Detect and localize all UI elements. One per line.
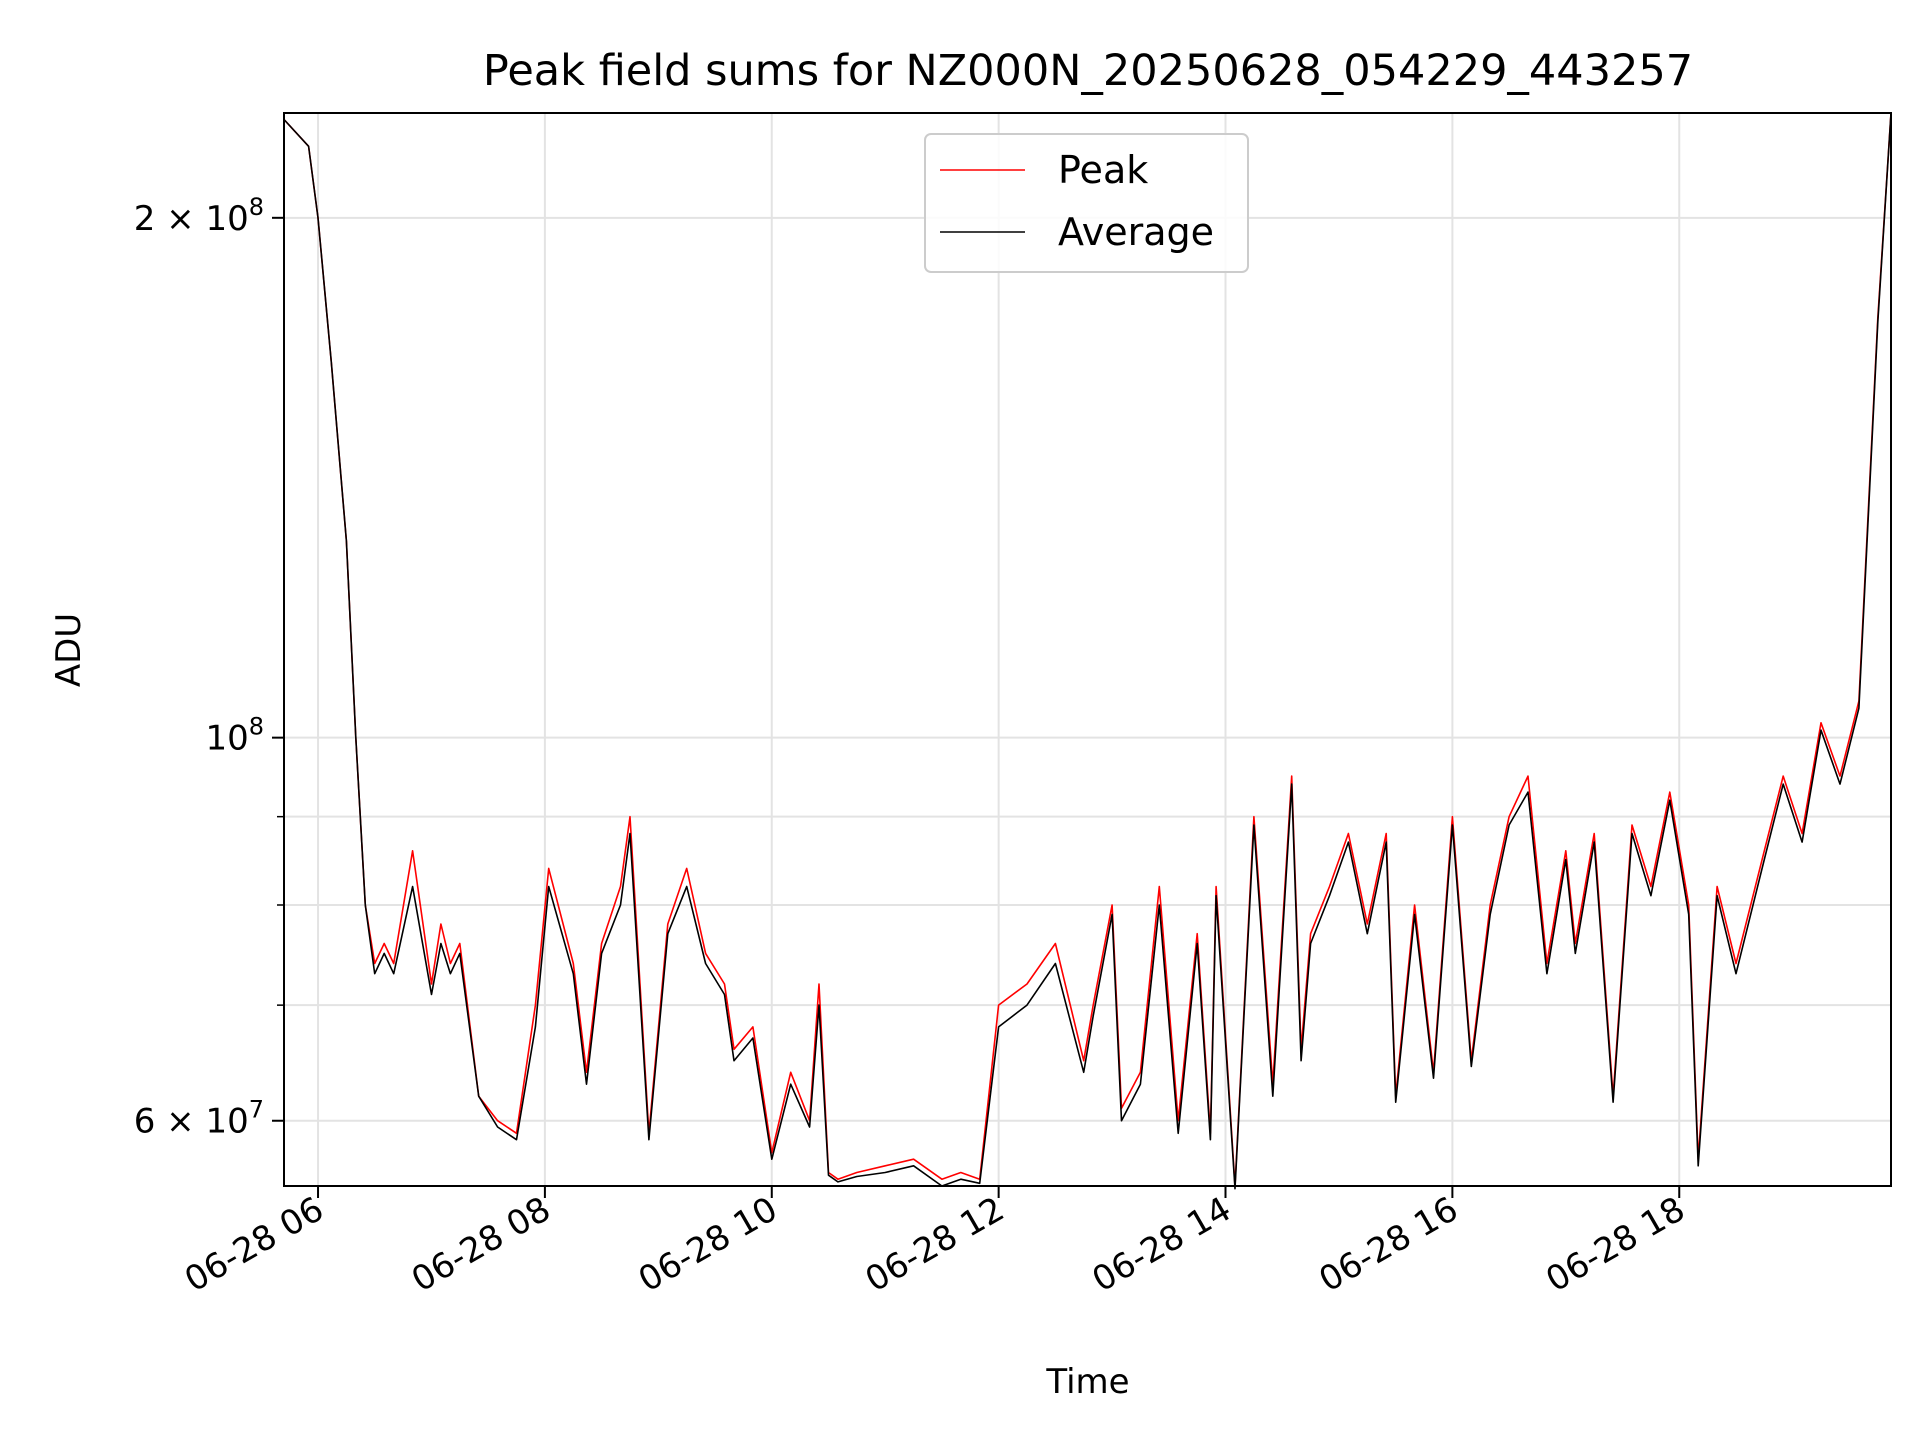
y-tick-label: 2 × 108: [134, 193, 264, 239]
y-tick-base: 6 × 10: [134, 1102, 249, 1142]
series-line-average: [283, 112, 1892, 1190]
y-tick-base: 10: [205, 719, 248, 759]
legend: Peak Average: [924, 133, 1249, 273]
y-tick-base: 2 × 10: [134, 199, 249, 239]
y-tick-exponent: 7: [249, 1096, 264, 1124]
y-axis-label: ADU: [49, 613, 89, 687]
y-tick-exponent: 8: [249, 193, 264, 221]
y-tick-label: 6 × 107: [134, 1096, 264, 1142]
legend-box: [924, 133, 1249, 273]
x-axis-label: Time: [1045, 1362, 1129, 1402]
series-layer: [283, 112, 1892, 1190]
y-tick-label: 108: [205, 713, 264, 759]
chart-title: Peak field sums for NZ000N_20250628_0542…: [483, 46, 1693, 96]
y-tick-exponent: 8: [249, 713, 264, 741]
legend-average-label: Average: [1058, 210, 1214, 254]
legend-peak-label: Peak: [1058, 148, 1148, 192]
plot-frame: [283, 112, 1892, 1187]
